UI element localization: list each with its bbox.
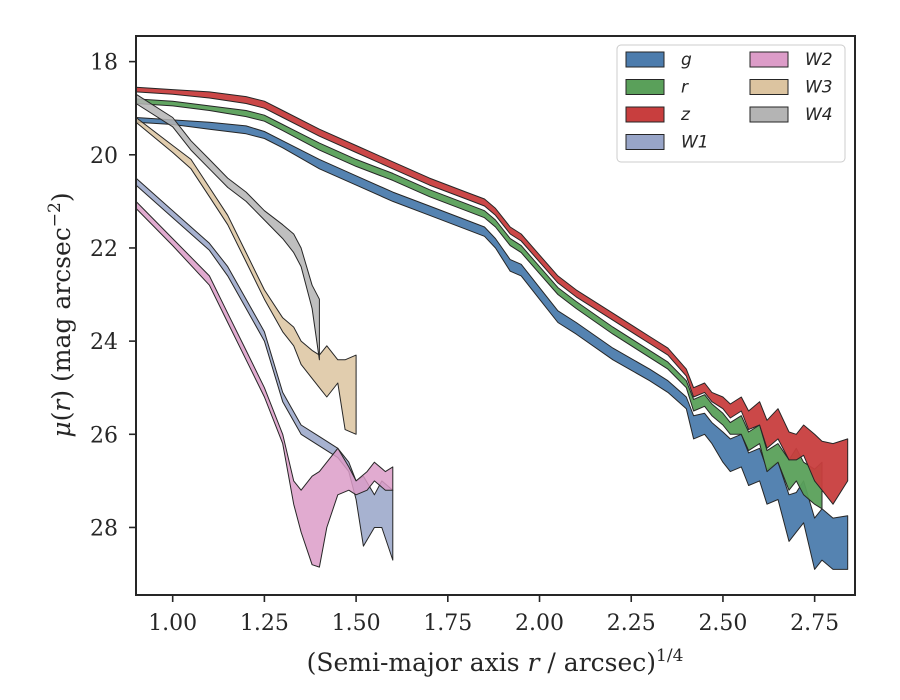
y-tick-label: 26 [90, 423, 118, 448]
y-tick-label: 24 [90, 330, 118, 355]
band-W4 [135, 93, 320, 361]
legend-label-r: r [681, 78, 689, 98]
legend-swatch-W4 [749, 106, 789, 123]
y-tick-label: 28 [90, 516, 118, 541]
profile-bands [135, 86, 849, 570]
x-tick-label: 1.25 [240, 611, 289, 636]
band-W1 [135, 177, 394, 561]
legend-label-z: z [680, 105, 691, 125]
legend-swatch-W2 [749, 51, 789, 68]
x-tick-label: 2.75 [790, 611, 839, 636]
x-tick-label: 2.25 [607, 611, 656, 636]
legend-label-W4: W4 [805, 105, 833, 125]
legend-swatch-r [625, 79, 665, 95]
plot-frame [135, 35, 856, 596]
x-axis-ticks: 1.00 1.25 1.50 1.75 2.00 2.25 2.50 2.75 [148, 595, 839, 636]
legend-label-W1: W1 [681, 133, 709, 153]
legend-label-W3: W3 [805, 78, 833, 98]
legend-label-W2: W2 [805, 50, 833, 70]
legend-swatch-z [625, 106, 665, 123]
legend-items: grz W1 W2 W3 W4 [625, 50, 833, 153]
x-tick-label: 2.00 [515, 611, 564, 636]
legend-swatch-g [625, 51, 665, 68]
y-tick-label: 22 [90, 237, 118, 262]
legend-swatch-W1 [625, 134, 665, 150]
band-W2 [135, 200, 394, 568]
legend-swatch-W3 [749, 79, 789, 95]
legend-box [616, 44, 846, 163]
y-axis-label: μ(r) (mag arcsec−2) [45, 192, 76, 437]
legend: grz W1 W2 W3 W4 [616, 44, 846, 163]
band-r [135, 98, 823, 510]
y-tick-label: 20 [90, 144, 118, 169]
x-tick-label: 1.75 [423, 611, 472, 636]
x-tick-label: 1.50 [332, 611, 381, 636]
x-tick-label: 2.50 [698, 611, 747, 636]
x-tick-label: 1.00 [148, 611, 197, 636]
x-axis-label: (Semi-major axis r / arcsec)1/4 [307, 646, 684, 677]
legend-label-g: g [681, 50, 692, 70]
y-tick-label: 18 [90, 51, 118, 76]
band-g [135, 117, 849, 570]
y-axis-ticks: 18 20 22 24 26 28 [90, 51, 136, 541]
band-z [135, 86, 849, 505]
band-W3 [135, 117, 357, 435]
